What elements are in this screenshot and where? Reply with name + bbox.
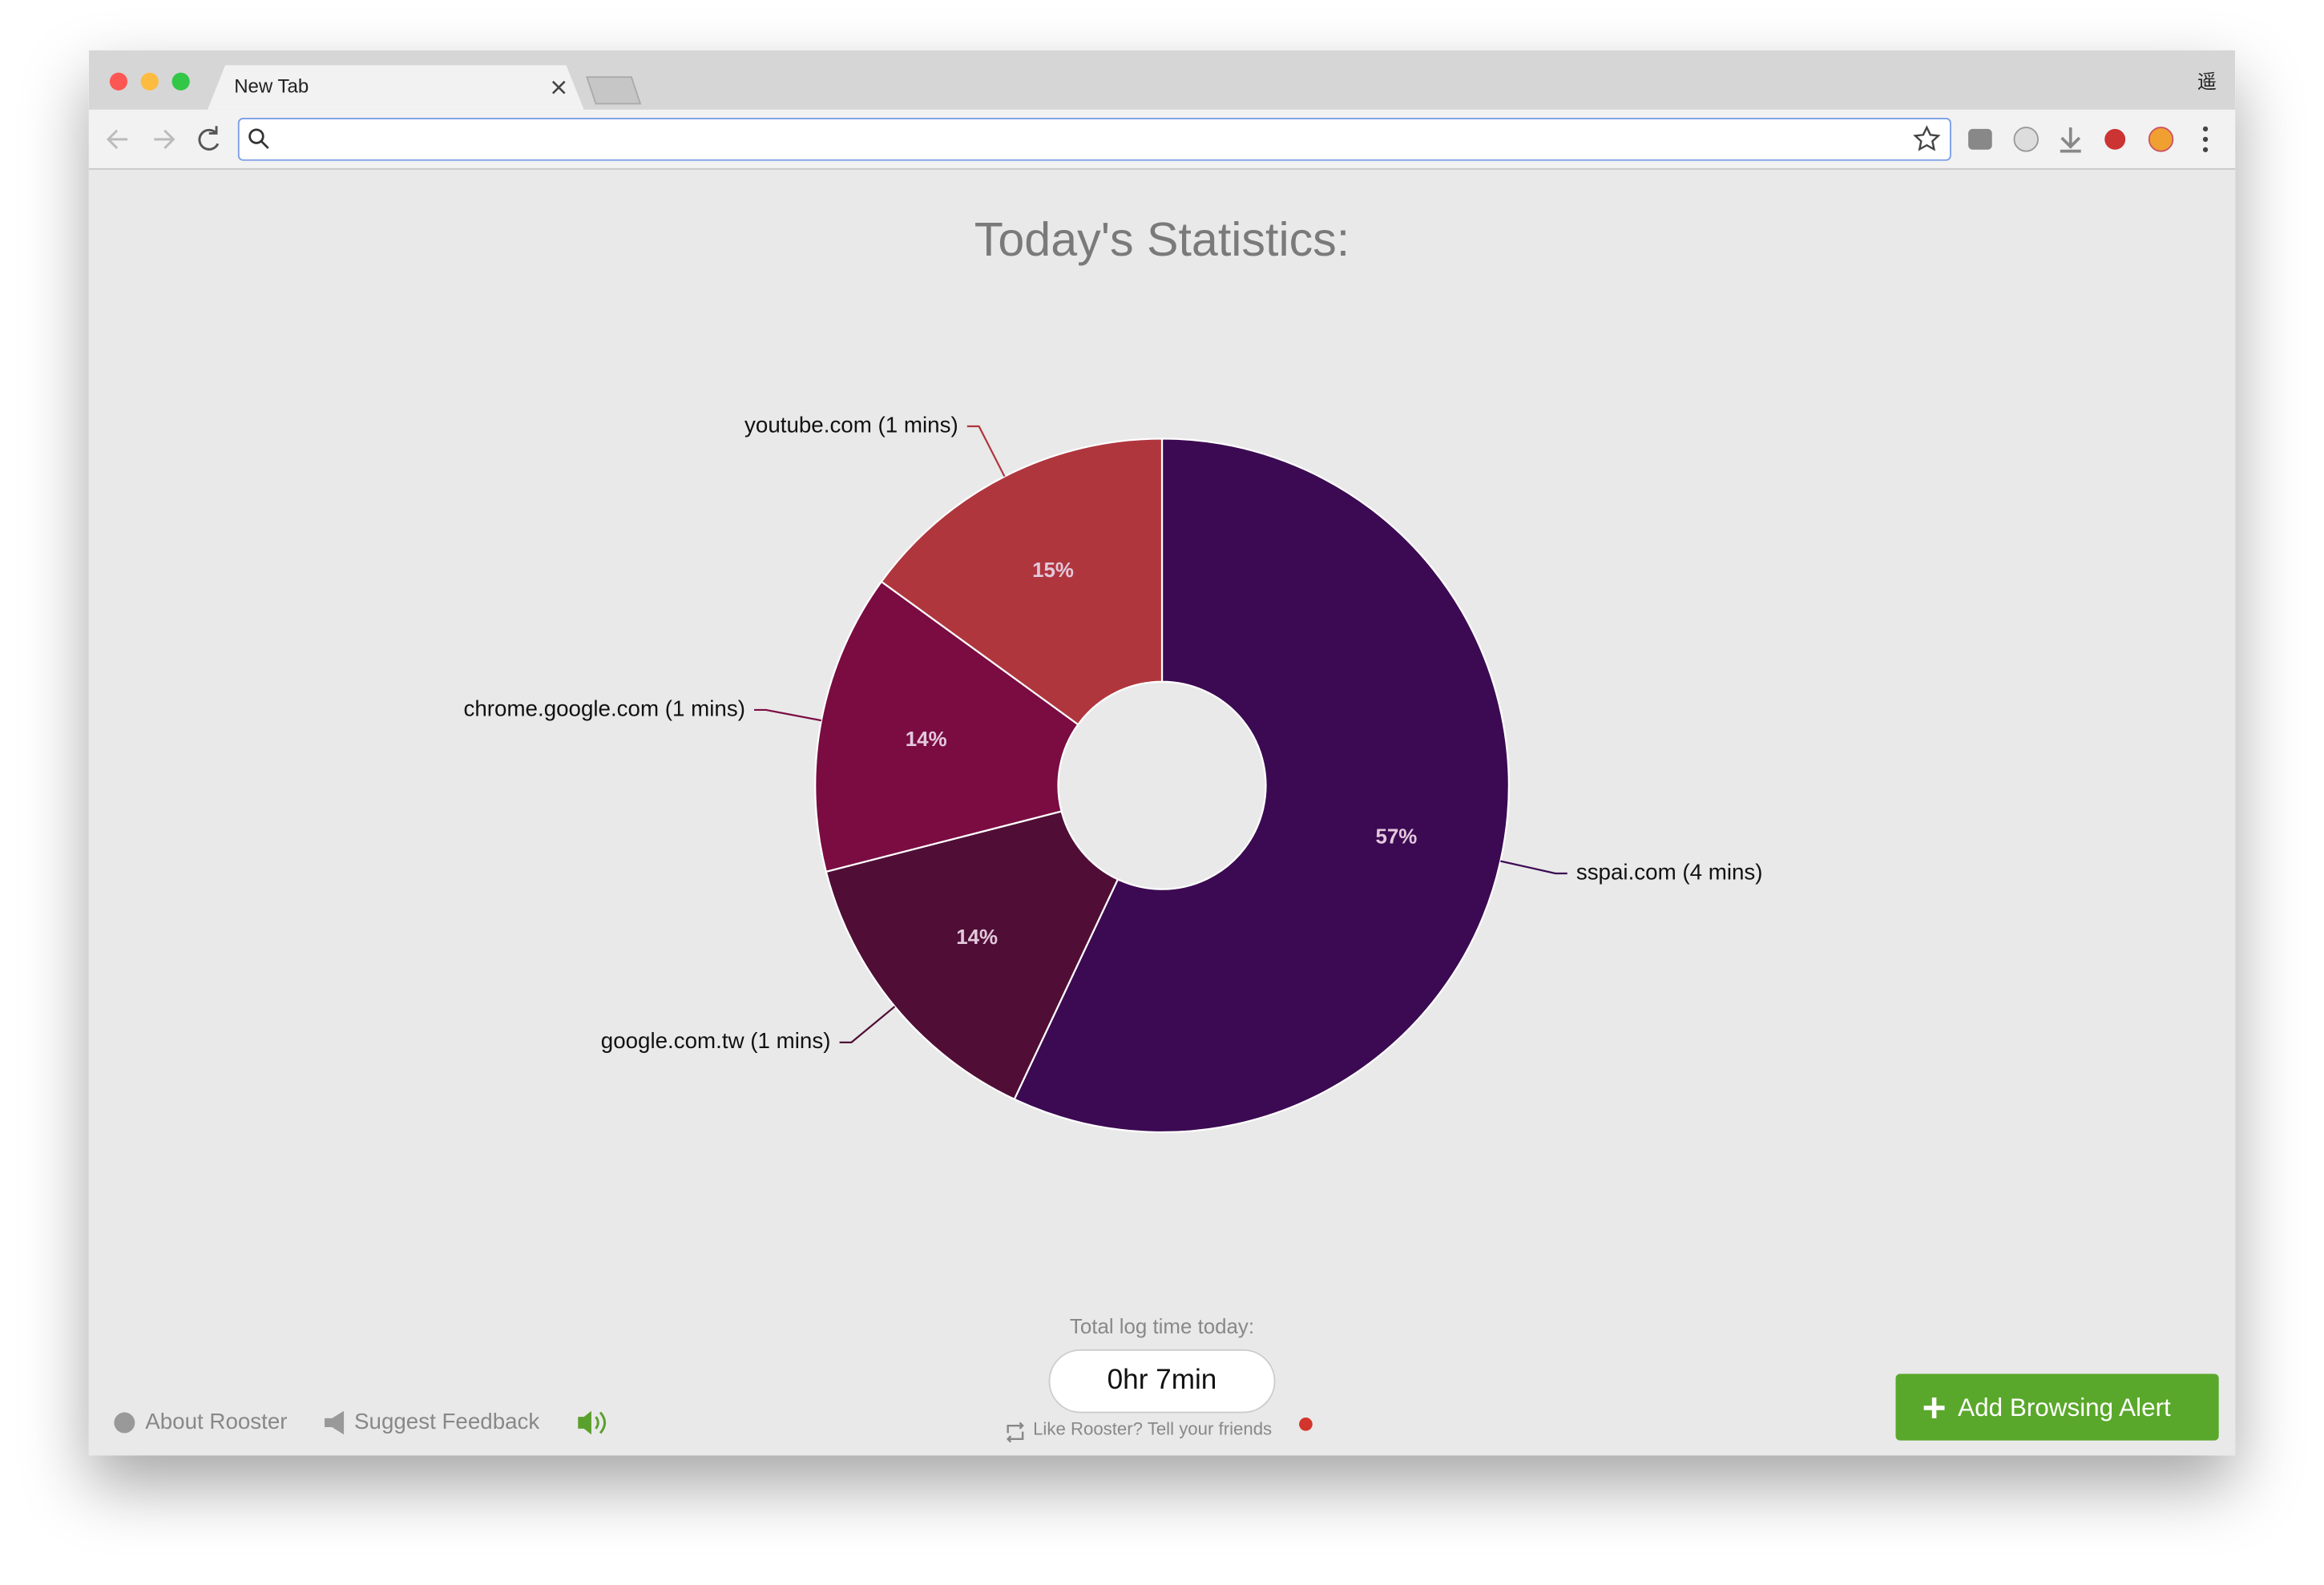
tab[interactable] (207, 65, 584, 110)
search-icon (260, 139, 269, 149)
extension-icon[interactable] (1968, 128, 1992, 150)
share-icon (1006, 1422, 1024, 1443)
extension-icon[interactable] (2104, 128, 2126, 150)
megaphone-icon (325, 1410, 345, 1435)
extension-icon[interactable] (2148, 127, 2174, 152)
notification-dot (1299, 1418, 1313, 1431)
slice-percent: 57% (1376, 825, 1418, 848)
slice-percent: 14% (956, 926, 998, 949)
forward-button[interactable] (154, 129, 176, 149)
menu-button[interactable] (2202, 126, 2209, 152)
pie-slice (880, 438, 1164, 726)
bookmark-star[interactable] (1913, 125, 1941, 151)
extension-icon[interactable] (2013, 127, 2039, 152)
add-alert-button[interactable] (1895, 1373, 2219, 1441)
extension-icon[interactable] (2060, 127, 2081, 153)
slice-percent: 15% (1032, 559, 1074, 582)
window (88, 50, 2236, 1456)
total-pill (1048, 1349, 1276, 1414)
slice-label: google.com.tw (1 mins) (601, 1028, 831, 1053)
about-link[interactable]: About Rooster (145, 1409, 287, 1434)
slice-label: youtube.com (1 mins) (744, 412, 958, 437)
slice-percent: 14% (906, 728, 947, 751)
donut-chart: 57% sspai.com (4 mins) 14% google.com.tw (1… (464, 412, 1763, 1134)
leader-line (754, 708, 822, 722)
reload-button[interactable] (198, 126, 220, 151)
minimize-dot[interactable] (140, 72, 159, 91)
add-alert-label[interactable]: Add Browsing Alert (1958, 1393, 2171, 1422)
total-value: 0hr 7min (1108, 1364, 1217, 1395)
total-label: Total log time today: (1070, 1316, 1254, 1338)
pie-slice (814, 580, 1079, 873)
feedback-link[interactable]: Suggest Feedback (354, 1409, 539, 1434)
leader-line (1500, 860, 1567, 875)
zoom-dot[interactable] (171, 72, 190, 91)
leader-line (839, 1006, 896, 1043)
pie-slice (825, 810, 1120, 1101)
profile[interactable]: 遥 (2197, 71, 2217, 93)
tab-close[interactable] (551, 80, 566, 95)
slice-label: sspai.com (4 mins) (1576, 859, 1763, 884)
search-icon (248, 128, 264, 144)
back-button[interactable] (106, 129, 128, 149)
slice-label: chrome.google.com (1 mins) (464, 696, 745, 720)
pie-slice (1013, 438, 1510, 1134)
sound-toggle[interactable] (578, 1410, 591, 1435)
heading: Today's Statistics: (974, 212, 1350, 266)
sound-toggle[interactable] (595, 1411, 607, 1434)
new-tab[interactable] (586, 76, 642, 105)
plus-icon (1923, 1397, 1945, 1418)
tab-title: New Tab (234, 75, 309, 97)
address-bar[interactable] (237, 118, 1951, 161)
close-dot[interactable] (109, 72, 128, 91)
leader-line (966, 425, 1006, 478)
info-icon (114, 1412, 135, 1434)
share-link[interactable]: Like Rooster? Tell your friends (1033, 1419, 1272, 1439)
